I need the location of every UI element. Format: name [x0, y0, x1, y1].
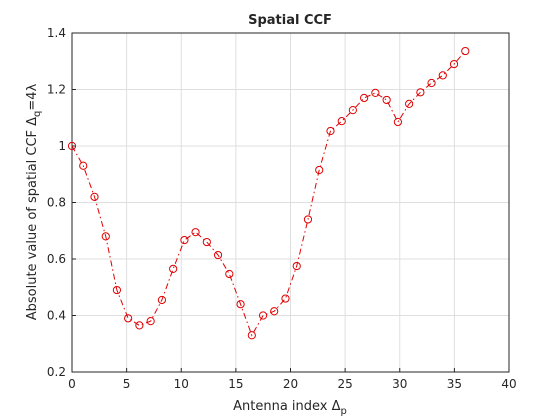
data-point	[225, 269, 234, 279]
data-point	[90, 192, 99, 201]
y-axis-label-main: Absolute value of spatial CCF Δ	[25, 117, 40, 320]
y-axis-label-sub: q	[32, 111, 43, 117]
data-point	[281, 294, 290, 303]
data-point	[416, 88, 425, 97]
data-point	[135, 321, 144, 330]
data-point	[449, 59, 459, 69]
data-point	[382, 95, 391, 105]
data-point	[438, 71, 447, 80]
x-axis-label-sub: p	[341, 406, 347, 417]
y-axis-label: Absolute value of spatial CCF Δq=4λ	[25, 83, 43, 320]
data-point	[213, 250, 223, 260]
data-point	[146, 317, 155, 326]
data-point	[270, 307, 279, 316]
y-axis-label-after: =4λ	[25, 83, 40, 110]
y-tick-label: 1.4	[47, 26, 66, 40]
y-tick-label: 1	[58, 139, 66, 153]
y-tick-label: 0.8	[47, 196, 66, 210]
data-point	[315, 165, 324, 175]
chart-title: Spatial CCF	[248, 13, 332, 28]
y-tick-label: 0.6	[47, 252, 66, 266]
data-point	[79, 161, 88, 170]
x-tick-label: 0	[68, 377, 76, 391]
x-tick-label: 20	[283, 377, 298, 391]
data-line	[71, 50, 466, 337]
data-point	[303, 215, 313, 224]
plot-frame	[71, 32, 510, 373]
data-point	[67, 141, 77, 151]
data-point	[180, 235, 189, 245]
data-point	[112, 285, 122, 295]
y-tick-label: 0.2	[47, 365, 66, 379]
data-point	[101, 232, 110, 241]
data-point	[360, 93, 369, 103]
y-tick-label: 0.4	[47, 309, 66, 323]
x-axis-label: Antenna index Δp	[233, 399, 347, 417]
x-tick-label: 35	[447, 377, 462, 391]
data-point	[348, 106, 357, 115]
x-tick-label: 40	[501, 377, 516, 391]
x-tick-label: 25	[337, 377, 352, 391]
data-point	[461, 46, 470, 56]
data-point	[393, 117, 402, 127]
x-tick-label: 10	[174, 377, 189, 391]
data-point	[247, 331, 256, 340]
data-point	[258, 311, 268, 320]
data-point	[157, 295, 167, 305]
data-point	[371, 88, 380, 97]
data-point	[169, 264, 178, 273]
data-point	[326, 126, 335, 136]
x-tick-label: 5	[123, 377, 131, 391]
data-point	[292, 261, 301, 271]
data-point	[337, 117, 346, 126]
data-point	[202, 237, 211, 247]
data-point	[427, 78, 436, 88]
x-tick-label: 30	[392, 377, 407, 391]
data-point	[405, 99, 414, 109]
x-axis-label-main: Antenna index Δ	[233, 399, 341, 414]
data-point	[124, 314, 133, 323]
y-tick-label: 1.2	[47, 83, 66, 97]
x-tick-label: 15	[228, 377, 243, 391]
data-point	[191, 228, 200, 237]
data-point	[236, 300, 245, 309]
